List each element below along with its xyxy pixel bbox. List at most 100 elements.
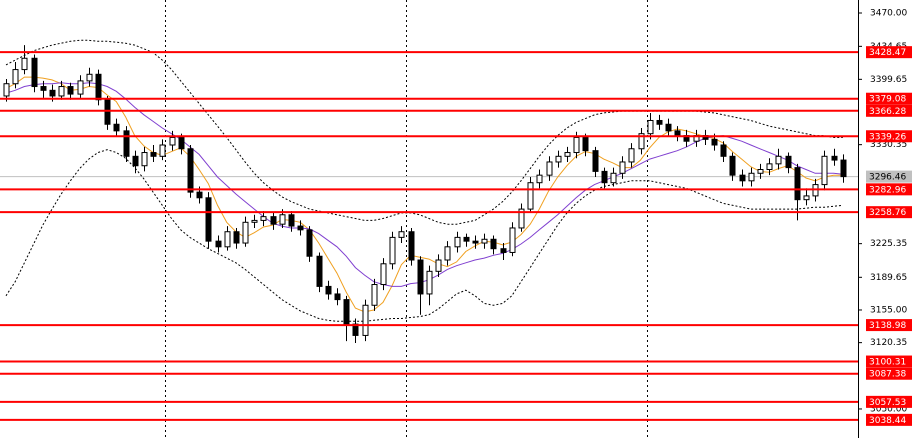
candle-body <box>141 152 148 167</box>
candle-body <box>821 155 828 186</box>
candle-body <box>371 284 378 306</box>
candle-body <box>647 119 654 135</box>
candle-body <box>334 293 341 301</box>
candle-body <box>619 161 626 174</box>
level-label-box <box>866 104 912 117</box>
candle-body <box>546 161 553 176</box>
candle-body <box>31 57 38 88</box>
candle-body <box>803 195 810 201</box>
candle-body <box>536 174 543 184</box>
candle-body <box>123 130 130 157</box>
y-tick-label: 3399.65 <box>870 75 907 85</box>
candle-body <box>610 172 617 184</box>
candle-body <box>426 270 433 295</box>
level-label-box <box>866 395 912 408</box>
level-label: 3339.26 <box>869 132 906 142</box>
level-label: 3282.96 <box>869 185 906 195</box>
candle-body <box>527 182 534 210</box>
indicator-line <box>5 39 843 225</box>
candle-body <box>21 57 28 71</box>
level-label-box <box>866 319 912 332</box>
candle-body <box>775 155 782 165</box>
candle-body <box>564 152 571 157</box>
level-label-box <box>866 130 912 143</box>
candle-body <box>674 130 681 137</box>
candle-body <box>95 73 102 101</box>
candle-body <box>77 80 84 95</box>
candle-body <box>628 148 635 163</box>
candle-body <box>187 148 194 193</box>
candle-body <box>739 174 746 182</box>
level-label: 3379.08 <box>869 95 906 105</box>
candle-body <box>242 221 249 244</box>
candle-body <box>205 197 212 242</box>
candle-body <box>288 214 295 227</box>
candle-body <box>306 229 313 257</box>
level-label: 3258.76 <box>869 208 906 218</box>
level-label-box <box>866 183 912 196</box>
candle-body <box>260 216 267 221</box>
candle-body <box>481 238 488 244</box>
candle-body <box>463 236 470 242</box>
candle-body <box>573 136 580 154</box>
candle-body <box>638 133 645 150</box>
candle-body <box>325 285 332 295</box>
candle-body <box>592 150 599 172</box>
level-label: 3428.47 <box>869 48 906 58</box>
candle-body <box>444 246 451 261</box>
candle-body <box>132 155 139 167</box>
candle-body <box>86 73 93 82</box>
candle-body <box>215 240 222 248</box>
candle-body <box>67 86 74 95</box>
candle-body <box>270 216 277 225</box>
candle-body <box>472 240 479 244</box>
candle-body <box>40 86 47 91</box>
candle-body <box>748 172 755 182</box>
level-label: 3038.44 <box>869 416 906 426</box>
candle-body <box>233 231 240 244</box>
candle-body <box>500 248 507 253</box>
candle-body <box>3 83 10 97</box>
candle-body <box>435 259 442 272</box>
y-tick-label: 3050.00 <box>870 404 907 414</box>
candle-body <box>665 123 672 132</box>
candle-body <box>582 136 589 152</box>
candle-body <box>343 299 350 325</box>
candle-body <box>729 155 736 176</box>
candle-body <box>178 136 185 150</box>
level-label: 3087.38 <box>869 370 906 380</box>
candle-body <box>49 89 56 97</box>
candle-body <box>840 159 847 178</box>
candle-body <box>159 144 166 157</box>
y-tick-label: 3330.35 <box>870 140 907 150</box>
level-label-box <box>866 355 912 368</box>
indicator-line <box>5 149 843 322</box>
candle-body <box>656 119 663 125</box>
candle-body <box>766 163 773 171</box>
y-tick-label: 3155.00 <box>870 305 907 315</box>
candle-body <box>316 255 323 287</box>
level-label-box <box>866 367 912 380</box>
candle-body <box>831 155 838 161</box>
y-tick-label: 3225.35 <box>870 239 907 249</box>
level-label-box <box>866 46 912 59</box>
candle-body <box>785 155 792 169</box>
candle-body <box>150 152 157 157</box>
candle-body <box>417 259 424 295</box>
candle-body <box>169 136 176 146</box>
candle-body <box>251 219 258 223</box>
candle-body <box>408 231 415 261</box>
candle-body <box>794 167 801 201</box>
last-price-label: 3296.46 <box>869 173 906 183</box>
candle-body <box>555 155 562 163</box>
candle-body <box>362 304 369 336</box>
candle-body <box>279 214 286 225</box>
candle-body <box>104 99 111 125</box>
candle-body <box>113 123 120 132</box>
candle-body <box>757 169 764 174</box>
candle-body <box>380 263 387 286</box>
y-tick-label: 3189.65 <box>870 273 907 283</box>
candle-body <box>518 208 525 229</box>
